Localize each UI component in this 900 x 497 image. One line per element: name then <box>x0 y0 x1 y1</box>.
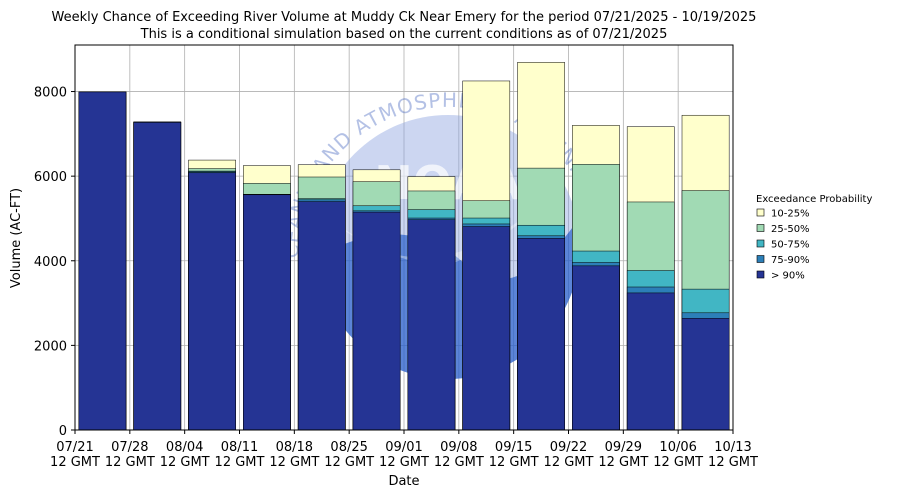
x-axis-label: Date <box>388 474 419 489</box>
y-tick-label: 4000 <box>34 255 67 270</box>
bar-90-6 <box>407 219 456 431</box>
x-tick-label: 09/22 12 GMT <box>544 440 594 470</box>
legend-swatch <box>756 224 765 232</box>
legend-swatch <box>756 270 765 279</box>
y-axis: 0 2000 4000 6000 8000 <box>34 86 75 439</box>
bar-90-4 <box>297 201 346 431</box>
bar-90-10 <box>626 292 675 431</box>
bar-90-1 <box>133 122 182 431</box>
legend-label: 10-25% <box>771 209 810 220</box>
y-tick-label: 2000 <box>34 339 67 354</box>
x-tick-label: 07/28 12 GMT <box>105 440 155 470</box>
legend-label: 50-75% <box>771 240 810 251</box>
bar-90-0 <box>78 91 127 431</box>
bar-90-8 <box>517 238 565 431</box>
legend-title: Exceedance Probability <box>756 194 872 205</box>
bar-90-11 <box>681 318 730 431</box>
x-tick-label: 08/18 12 GMT <box>269 440 319 470</box>
y-tick-label: 8000 <box>34 86 67 101</box>
legend: Exceedance Probability 10-25% 25-50% 50-75… <box>756 194 872 282</box>
bars <box>78 62 730 431</box>
legend-label: > 90% <box>771 271 805 282</box>
x-tick-label: 10/13 12 GMT <box>708 440 758 470</box>
bar-90-3 <box>243 194 291 431</box>
bar-90-9 <box>572 265 620 431</box>
x-tick-label: 08/11 12 GMT <box>215 440 265 470</box>
x-tick-label: 07/21 12 GMT <box>50 440 100 470</box>
legend-label: 75-90% <box>771 255 810 266</box>
bar-90-5 <box>352 211 401 431</box>
legend-swatch <box>756 208 765 217</box>
bar-90-2 <box>188 172 236 431</box>
legend-swatch <box>756 255 765 263</box>
x-tick-label: 09/08 12 GMT <box>434 440 484 470</box>
y-tick-label: 6000 <box>34 170 67 185</box>
bar-90-7 <box>462 226 511 431</box>
chart-title: Weekly Chance of Exceeding River Volume … <box>52 10 757 25</box>
x-tick-label: 09/29 12 GMT <box>598 440 648 470</box>
y-tick-label: 0 <box>59 424 67 439</box>
x-tick-label: 09/01 12 GMT <box>379 440 429 470</box>
x-tick-label: 08/04 12 GMT <box>160 440 210 470</box>
chart-subtitle: This is a conditional simulation based o… <box>140 27 668 42</box>
y-axis-label: Volume (AC-FT) <box>9 188 24 288</box>
x-tick-label: 08/25 12 GMT <box>324 440 374 470</box>
x-tick-label: 10/06 12 GMT <box>653 440 703 470</box>
legend-label: 25-50% <box>771 224 810 235</box>
x-tick-label: 09/15 12 GMT <box>489 440 539 470</box>
legend-swatch <box>756 239 765 248</box>
